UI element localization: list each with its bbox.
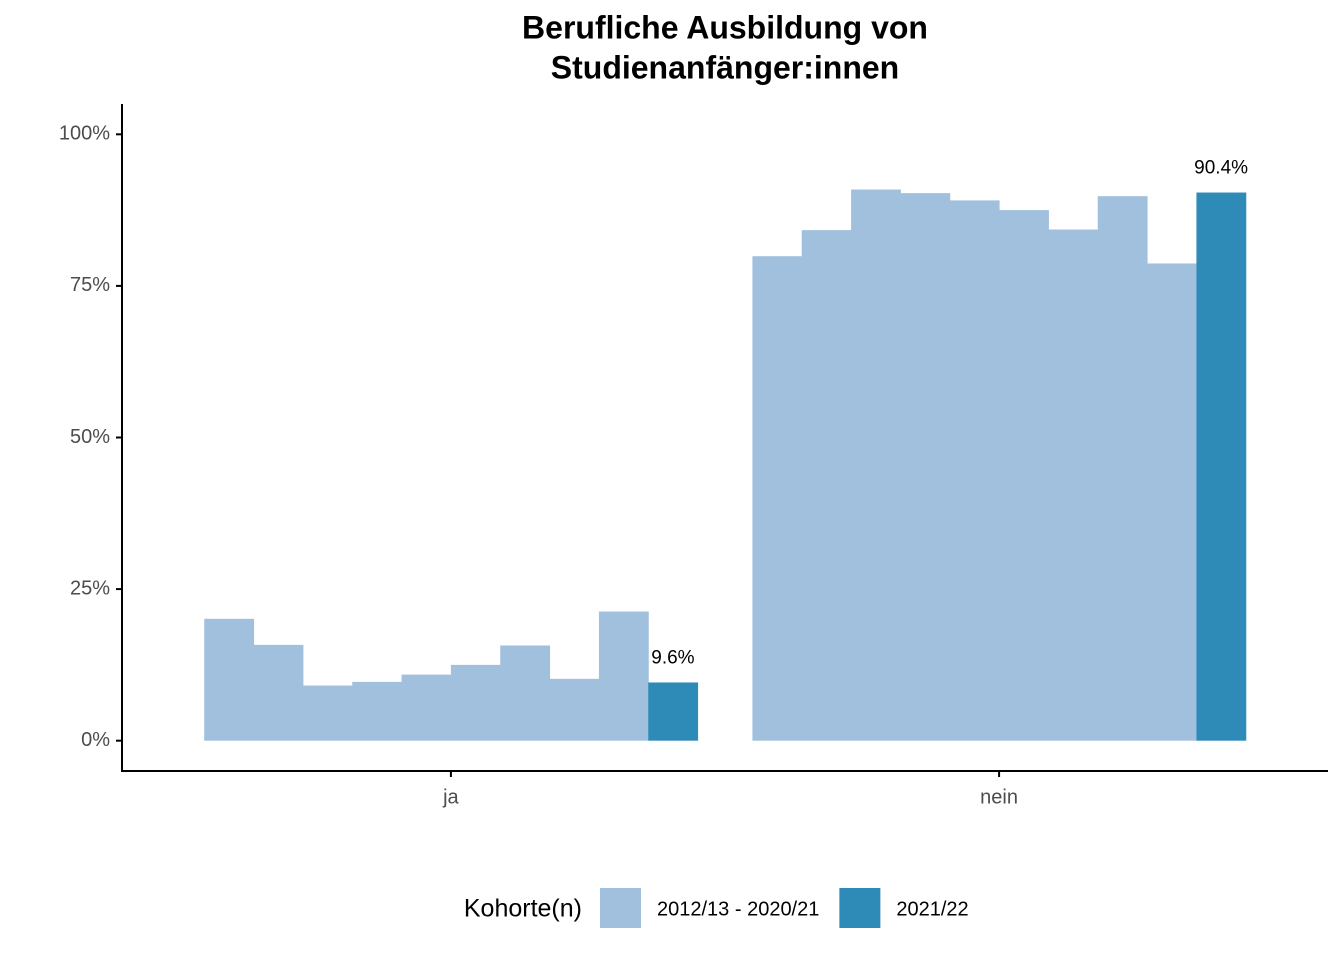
bar [851,189,901,741]
bar [204,618,255,741]
legend-swatch [600,888,641,928]
bar [302,685,353,741]
legend-title: Kohorte(n) [464,895,582,923]
chart-title: Berufliche Ausbildung von [522,9,928,45]
bar [450,664,501,741]
y-tick-label: 100% [59,123,110,145]
legend-label: 2012/13 - 2020/21 [657,898,819,920]
y-tick-label: 50% [70,426,110,448]
value-label: 9.6% [651,647,694,668]
bar [900,193,951,741]
bar [253,644,304,741]
bar [598,611,649,741]
bar [801,230,852,741]
legend-label: 2021/22 [896,898,968,920]
bar [1196,192,1247,741]
value-label: 90.4% [1194,158,1248,179]
bar [500,645,551,741]
y-tick-label: 25% [70,577,110,599]
x-tick-label: nein [980,786,1018,808]
bar [352,681,403,741]
bar [401,674,452,741]
bar [752,256,803,741]
x-tick-label: ja [442,786,459,808]
bar [549,678,600,741]
bar [1048,229,1099,741]
legend-swatch [839,888,881,928]
bar [999,210,1049,741]
bar [949,200,1000,741]
bar [648,682,699,741]
bar [1147,263,1197,741]
y-tick-label: 75% [70,274,110,296]
y-tick-label: 0% [81,729,110,751]
chart-title: Studienanfänger:innen [551,49,899,85]
bar [1097,196,1148,741]
